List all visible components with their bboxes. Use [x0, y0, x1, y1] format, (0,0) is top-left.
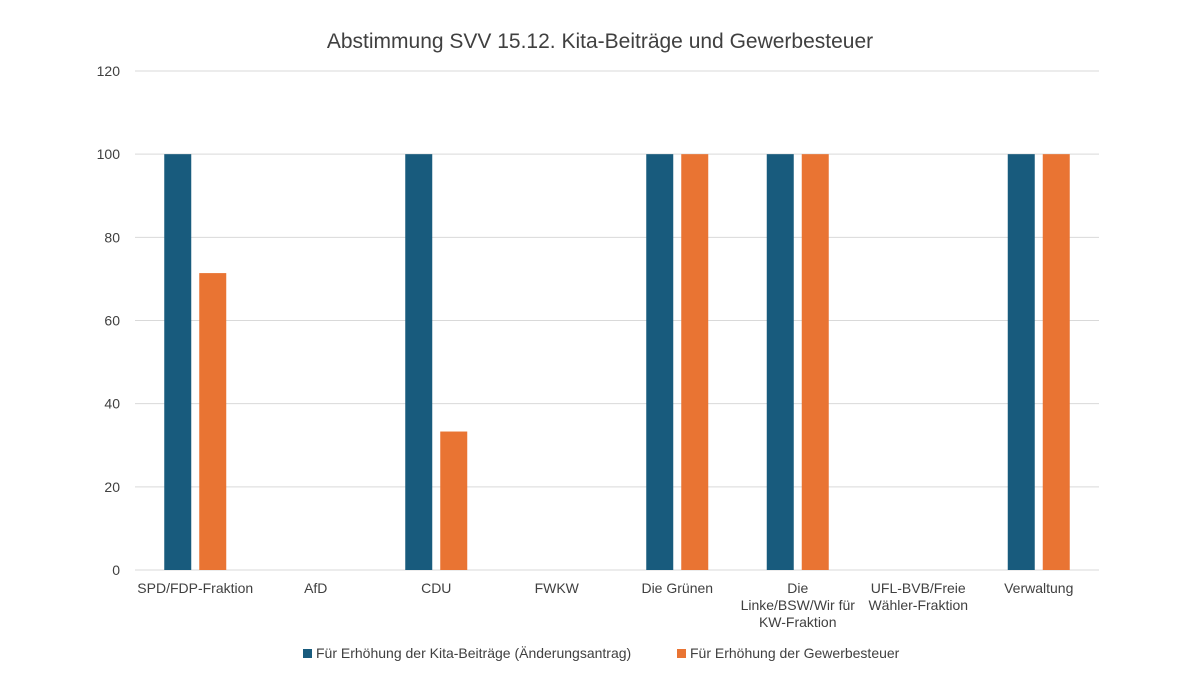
x-category-label-line: SPD/FDP-Fraktion — [137, 580, 253, 596]
x-category-label: Die Grünen — [641, 580, 713, 596]
bar-gewerbesteuer — [1042, 154, 1070, 570]
x-category-label-line: CDU — [421, 580, 451, 596]
x-category-label: FWKW — [535, 580, 580, 596]
bar-gewerbesteuer — [440, 431, 468, 570]
y-tick-label: 80 — [104, 229, 120, 245]
bar-gewerbesteuer — [681, 154, 709, 570]
bar-kita — [766, 154, 794, 570]
bar-gewerbesteuer — [801, 154, 829, 570]
legend-label: Für Erhöhung der Gewerbesteuer — [690, 645, 900, 661]
bar-kita — [1007, 154, 1035, 570]
x-category-label: AfD — [304, 580, 327, 596]
bars — [164, 154, 1070, 570]
legend-swatch — [677, 649, 686, 658]
y-tick-label: 60 — [104, 313, 120, 329]
legend-label: Für Erhöhung der Kita-Beiträge (Änderung… — [316, 645, 631, 661]
x-category-label: CDU — [421, 580, 451, 596]
gridlines — [135, 70, 1099, 571]
x-category-label-line: UFL-BVB/Freie — [871, 580, 966, 596]
x-category-label: Die Linke/BSW/Wir für KW-Fraktion — [741, 580, 856, 630]
y-tick-label: 100 — [97, 146, 121, 162]
y-tick-label: 20 — [104, 479, 120, 495]
legend: Für Erhöhung der Kita-Beiträge (Änderung… — [303, 645, 900, 661]
x-category-label-line: Die Grünen — [641, 580, 713, 596]
y-tick-label: 0 — [112, 562, 120, 578]
bar-kita — [405, 154, 433, 570]
x-category-label: SPD/FDP-Fraktion — [137, 580, 253, 596]
legend-swatch — [303, 649, 312, 658]
y-axis-ticks: 0 20 40 60 80 100 120 — [97, 63, 121, 578]
y-tick-label: 40 — [104, 396, 120, 412]
chart-title: Abstimmung SVV 15.12. Kita-Beiträge und … — [327, 30, 873, 53]
y-tick-label: 120 — [97, 63, 121, 79]
x-category-label-line: FWKW — [535, 580, 580, 596]
x-category-label-line: KW-Fraktion — [759, 614, 837, 630]
x-category-label-line: Die — [787, 580, 808, 596]
x-category-label-line: Linke/BSW/Wir für — [741, 597, 856, 613]
x-category-label: Verwaltung — [1004, 580, 1073, 596]
bar-kita — [164, 154, 192, 570]
x-category-label-line: Wähler-Fraktion — [868, 597, 968, 613]
x-category-label-line: Verwaltung — [1004, 580, 1073, 596]
x-category-label-line: AfD — [304, 580, 327, 596]
x-category-label: UFL-BVB/Freie Wähler-Fraktion — [868, 580, 968, 613]
bar-kita — [646, 154, 674, 570]
bar-gewerbesteuer — [199, 273, 227, 570]
x-axis-labels: SPD/FDP-Fraktion AfD CDU FWKW Die Grünen Die L… — [137, 580, 1073, 630]
